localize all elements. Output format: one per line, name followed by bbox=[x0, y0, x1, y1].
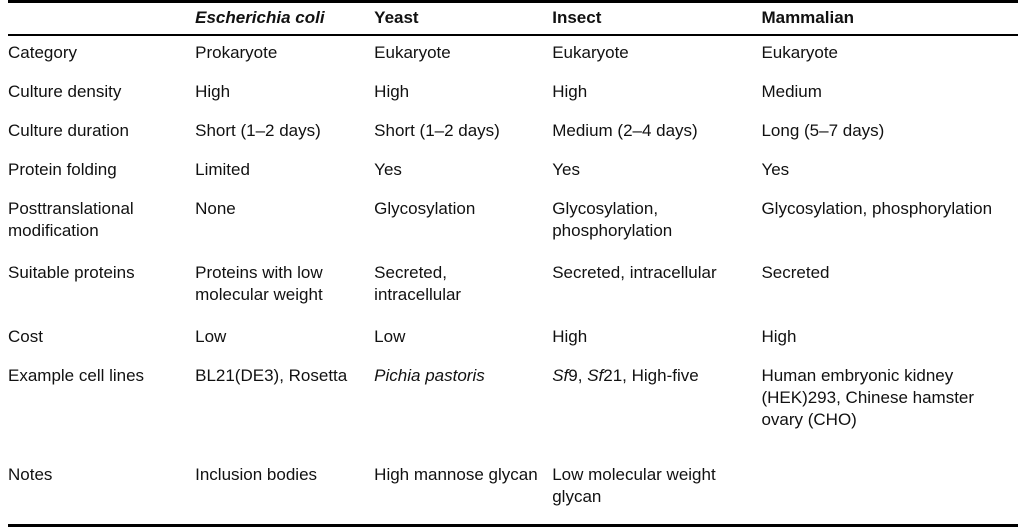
table-cell: Secreted bbox=[761, 262, 830, 282]
header-cell-row-labels bbox=[8, 1, 196, 37]
row-label: Notes bbox=[8, 465, 53, 485]
cell-text: 9, bbox=[568, 365, 588, 385]
table-row: Cost Low Low High High bbox=[8, 320, 1018, 359]
species-name-text: Sf bbox=[587, 365, 604, 385]
table-cell: Medium (2–4 days) bbox=[552, 121, 698, 141]
table-cell: Prokaryote bbox=[195, 43, 278, 63]
table-row: Culture density High High High Medium bbox=[8, 75, 1018, 114]
table-cell: Medium bbox=[761, 82, 822, 102]
table-cell: BL21(DE3), Rosetta bbox=[195, 365, 348, 385]
species-name-text: Sf bbox=[552, 365, 569, 385]
species-name-text: Pichia pastoris bbox=[374, 365, 485, 385]
row-label: Posttranslational modification bbox=[8, 198, 134, 240]
table-cell: Limited bbox=[195, 159, 250, 179]
table-cell: Proteins with low molecular weight bbox=[195, 262, 323, 304]
table-cell: Yes bbox=[761, 159, 790, 179]
table-cell: Low bbox=[195, 326, 227, 346]
table-cell: Secreted, intracellular bbox=[552, 262, 717, 282]
table-cell: Glycosylation, phosphorylation bbox=[552, 198, 673, 240]
row-label: Category bbox=[8, 43, 77, 63]
table-cell: Human embryonic kidney (HEK)293, Chinese… bbox=[761, 365, 975, 430]
table-cell: Secreted, intracellular bbox=[374, 262, 462, 304]
table-cell: Long (5–7 days) bbox=[761, 121, 885, 141]
table-cell: High bbox=[552, 82, 588, 102]
table-header: Escherichia coli Yeast Insect Mammalian bbox=[8, 1, 1018, 37]
table-cell: Glycosylation, phosphorylation bbox=[761, 198, 993, 218]
table-cell: Low molecular weight glycan bbox=[552, 465, 716, 507]
row-label: Cost bbox=[8, 326, 43, 346]
table-cell: Eukaryote bbox=[552, 43, 629, 63]
header-cell-column: Yeast bbox=[374, 1, 553, 37]
table-cell: High bbox=[374, 82, 410, 102]
table-cell: Sf9, Sf21, High-five bbox=[552, 359, 761, 448]
table-cell: Eukaryote bbox=[374, 43, 451, 63]
row-label: Protein folding bbox=[8, 159, 117, 179]
table-row: Posttranslational modification None Glycos… bbox=[8, 192, 1018, 256]
row-label: Suitable proteins bbox=[8, 262, 135, 282]
table-cell: Pichia pastoris bbox=[374, 359, 552, 448]
table-cell bbox=[761, 448, 1018, 525]
row-label: Example cell lines bbox=[8, 365, 145, 385]
table-cell: Low bbox=[374, 326, 406, 346]
header-cell-column: Escherichia coli bbox=[195, 1, 375, 37]
table-row: Category Prokaryote Eukaryote Eukaryote Euka… bbox=[8, 35, 1018, 75]
row-label: Culture duration bbox=[8, 121, 129, 141]
table-cell: High bbox=[761, 326, 797, 346]
table-row: Culture duration Short (1–2 days) Short (1… bbox=[8, 114, 1018, 153]
table-cell: Short (1–2 days) bbox=[374, 121, 500, 141]
table-cell: High mannose glycan bbox=[374, 465, 538, 485]
cell-text: 21, High-five bbox=[603, 365, 699, 385]
table-cell: High bbox=[552, 326, 588, 346]
table-row: Example cell lines BL21(DE3), Rosetta Pich… bbox=[8, 359, 1018, 448]
table-body: Category Prokaryote Eukaryote Eukaryote Euka… bbox=[8, 35, 1018, 525]
header-cell-column: Mammalian bbox=[761, 1, 1018, 37]
table-cell: Eukaryote bbox=[761, 43, 838, 63]
table-cell: Short (1–2 days) bbox=[195, 121, 321, 141]
table-cell: None bbox=[195, 198, 236, 218]
header-cell-column: Insect bbox=[552, 1, 762, 37]
table-cell: High bbox=[195, 82, 231, 102]
table-header-row: Escherichia coli Yeast Insect Mammalian bbox=[8, 1, 1018, 37]
table-cell: Inclusion bodies bbox=[195, 465, 318, 485]
table-cell: Yes bbox=[374, 159, 402, 179]
table-row: Notes Inclusion bodies High mannose glycan… bbox=[8, 448, 1018, 525]
row-label: Culture density bbox=[8, 82, 122, 102]
table-row: Suitable proteins Proteins with low molec… bbox=[8, 256, 1018, 320]
table-cell: Yes bbox=[552, 159, 580, 179]
table-row: Protein folding Limited Yes Yes Yes bbox=[8, 153, 1018, 192]
expression-systems-table: Escherichia coli Yeast Insect Mammalian Cat… bbox=[8, 0, 1018, 527]
table-cell: Glycosylation bbox=[374, 198, 476, 218]
